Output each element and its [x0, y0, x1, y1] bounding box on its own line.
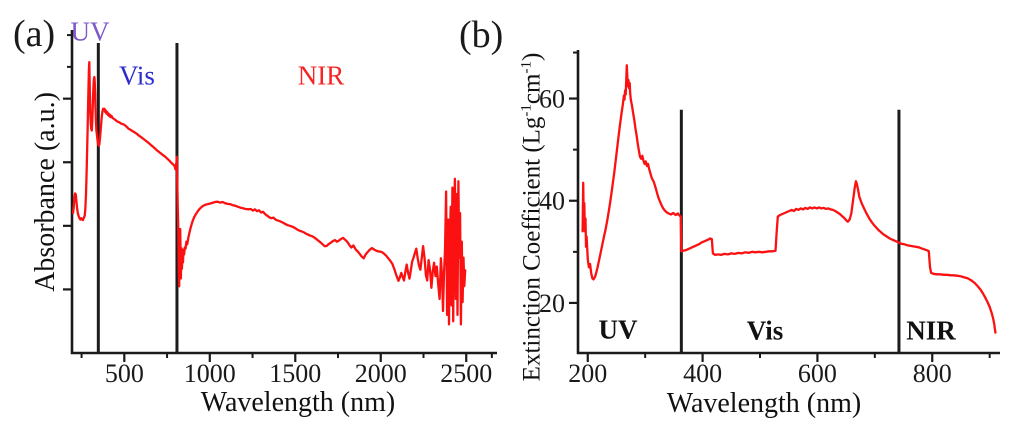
svg-text:2000: 2000 [355, 359, 407, 388]
svg-text:200: 200 [568, 359, 607, 388]
region-label-vis-b: Vis [746, 315, 784, 346]
svg-text:60: 60 [539, 85, 565, 114]
y-axis-title-a: Absorbance (a.u.) [30, 92, 61, 292]
y-axis-title-b-text: cm [518, 73, 546, 105]
y-axis-title-b: Extinction Coefficient (Lg-1cm-1) [518, 52, 546, 382]
svg-text:2500: 2500 [440, 359, 492, 388]
svg-text:40: 40 [539, 187, 565, 216]
svg-text:20: 20 [539, 289, 565, 318]
region-label-uv-b: UV [598, 314, 638, 345]
y-axis-title-b-text: ) [518, 52, 546, 62]
svg-text:500: 500 [105, 359, 144, 388]
svg-text:1500: 1500 [269, 359, 321, 388]
x-axis-title-a: Wavelength (nm) [200, 387, 396, 418]
svg-text:600: 600 [798, 359, 837, 388]
region-label-vis-a: Vis [119, 60, 155, 91]
svg-text:400: 400 [683, 359, 722, 388]
panel-a-letter: (a) [13, 13, 56, 55]
region-label-nir-a: NIR [297, 60, 345, 91]
y-axis-title-b-text: Extinction Coefficient (Lg [518, 116, 546, 382]
x-axis-title-b: Wavelength (nm) [666, 388, 862, 419]
region-label-uv-a: UV [70, 16, 110, 47]
superscript-minus-one: -1 [518, 104, 535, 117]
svg-text:1000: 1000 [184, 359, 236, 388]
region-label-nir-b: NIR [906, 315, 956, 346]
panel-b-letter: (b) [459, 14, 504, 56]
superscript-minus-one: -1 [518, 61, 535, 74]
svg-text:800: 800 [913, 359, 952, 388]
